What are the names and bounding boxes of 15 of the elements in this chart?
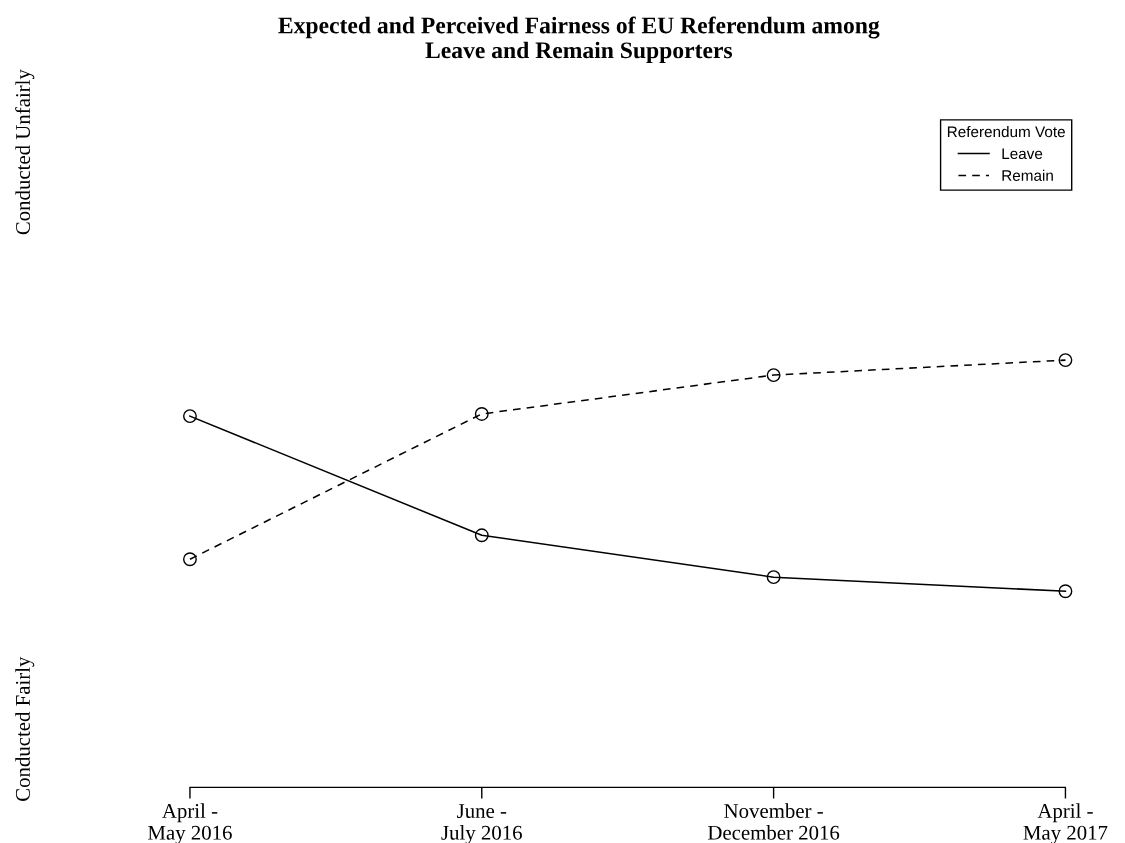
text: Conducted Fairly [15, 656, 35, 801]
chart-title: Expected and Perceived Fairness of EU Referendum among Leave and Remain Supporters [278, 16, 880, 64]
text: Conducted Unfairly [15, 69, 35, 235]
legend-title: Referendum Vote [947, 125, 1065, 138]
point [183, 409, 197, 424]
x-tick-label: November - December 2016 [707, 803, 840, 840]
legend-label: Leave [1002, 148, 1043, 160]
point [474, 528, 489, 543]
point [766, 368, 781, 383]
legend-label: Remain [1002, 169, 1053, 181]
point [1058, 584, 1073, 599]
point [183, 552, 197, 567]
point [474, 407, 489, 421]
point [766, 570, 781, 585]
point [1058, 353, 1073, 368]
